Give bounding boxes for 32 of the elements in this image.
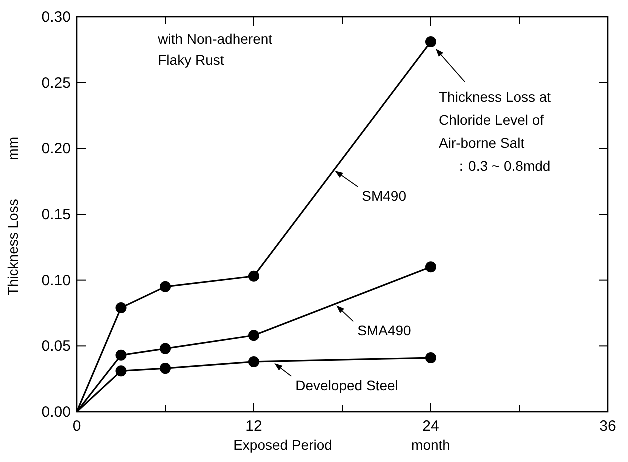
y-tick-label: 0.05 [42,338,71,356]
legend-label: SMA490 [358,322,412,339]
point [160,281,171,292]
x-tick-label: 36 [600,418,616,435]
y-tick-label: 0.30 [42,9,71,26]
point [426,36,436,48]
text: month [412,437,450,453]
text: mm [5,137,21,160]
point [160,363,171,374]
y-tick-label: 0.00 [42,404,71,421]
x-tick-label: 24 [422,418,440,435]
point [248,356,260,368]
y-tick-label: 0.20 [42,140,71,158]
y-axis-title: Thickness Loss [5,199,21,296]
point [426,352,436,364]
x-tick-label: 12 [246,418,262,435]
point [116,302,127,314]
x-axis-title: Exposed Period [234,437,332,453]
point [248,330,260,342]
annotation: Thickness Loss at Chloride Level of Air-borne Salt ：0.3 ~ 0.8mdd [439,89,552,174]
y-tick-label: 0.10 [42,272,71,290]
point [160,343,171,354]
legend-label: SM490 [362,188,407,204]
point [248,270,260,282]
point [116,350,127,361]
y-tick-label: 0.15 [42,206,71,224]
point [426,262,436,273]
x-tick-label: 0 [72,418,82,435]
point [116,366,127,377]
annotation: with Non-adherent Flaky Rust [157,31,273,68]
y-tick-label: 0.25 [42,74,71,92]
legend-label: Developed Steel [296,378,398,394]
